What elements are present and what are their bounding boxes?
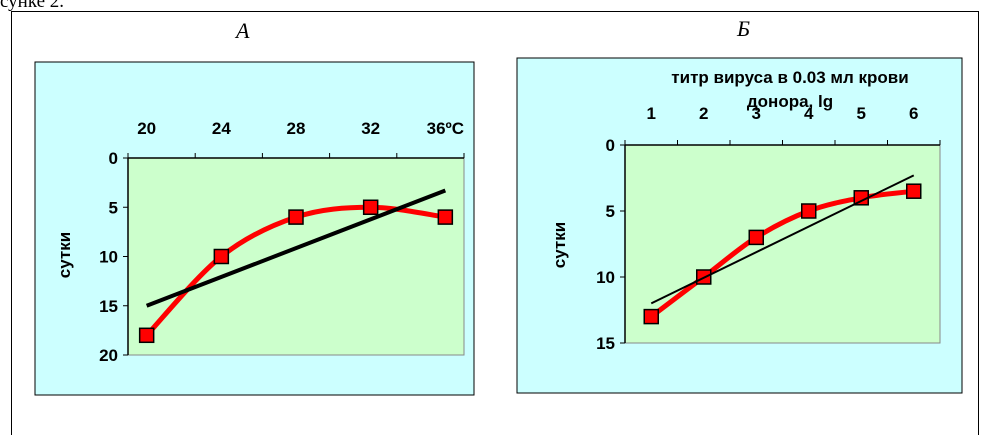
x-tick-label: 5 xyxy=(857,104,866,123)
y-tick-label: 10 xyxy=(596,268,615,287)
x-tick-label: 24 xyxy=(212,119,231,138)
data-point-marker xyxy=(362,199,379,215)
y-tick-label: 5 xyxy=(606,202,615,221)
y-tick-label: 20 xyxy=(99,346,118,365)
y-axis-label: сутки xyxy=(55,232,74,278)
data-point-marker xyxy=(643,308,659,325)
x-tick-label: 28 xyxy=(287,119,306,138)
x-tick-label: 3 xyxy=(752,104,761,123)
data-point-marker xyxy=(906,183,922,199)
trendline xyxy=(145,188,447,308)
x-tick-label: 36ºC xyxy=(427,119,464,138)
x-tick-label: 6 xyxy=(909,104,918,123)
y-axis-label: сутки xyxy=(550,222,569,268)
y-tick-label: 5 xyxy=(109,198,118,217)
x-tick-label: 4 xyxy=(804,104,814,123)
plot-area-background xyxy=(624,144,941,344)
trendline xyxy=(650,174,915,305)
x-tick-label: 32 xyxy=(361,119,380,138)
data-point-marker xyxy=(437,209,454,225)
data-point-marker xyxy=(213,248,230,265)
data-point-marker xyxy=(748,229,764,246)
figure-frame xyxy=(11,11,979,435)
y-tick-label: 0 xyxy=(109,149,118,168)
data-point-marker xyxy=(138,327,155,344)
x-tick-label: 1 xyxy=(647,104,656,123)
x-tick-label: 2 xyxy=(699,104,708,123)
y-tick-label: 10 xyxy=(99,248,118,267)
y-tick-label: 0 xyxy=(606,136,615,155)
data-point-marker xyxy=(801,203,817,219)
x-tick-label: 20 xyxy=(137,119,156,138)
caption-fragment: сунке 2. xyxy=(0,0,65,12)
plot-area-background xyxy=(127,157,465,356)
panel-letter-b: Б xyxy=(737,16,750,41)
data-point-marker xyxy=(288,209,304,225)
y-tick-label: 15 xyxy=(596,334,615,353)
y-tick-label: 15 xyxy=(99,297,118,316)
x-axis-label: титр вируса в 0.03 мл крови донора, lg xyxy=(671,68,908,111)
panel-letter-a: А xyxy=(236,18,250,43)
